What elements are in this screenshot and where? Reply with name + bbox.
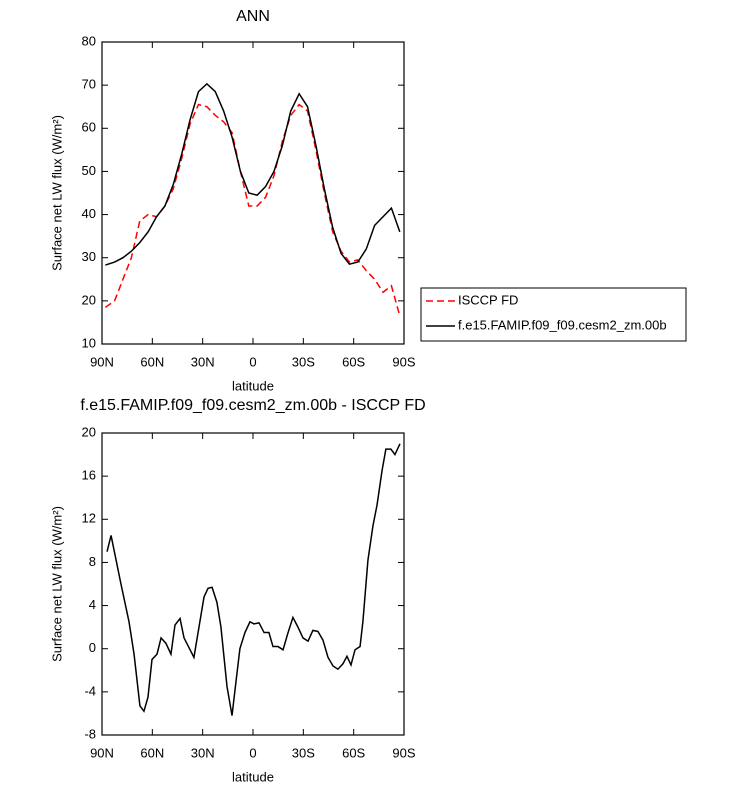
y-tick-label: 8 bbox=[89, 554, 96, 569]
y-tick-label: 40 bbox=[82, 206, 96, 221]
y-tick-label: 12 bbox=[82, 511, 96, 526]
y-tick-label: 20 bbox=[82, 292, 96, 307]
x-axis-label: latitude bbox=[232, 378, 274, 393]
x-tick-label: 90N bbox=[90, 745, 114, 760]
x-tick-label: 90S bbox=[392, 745, 415, 760]
y-tick-label: 0 bbox=[89, 640, 96, 655]
x-tick-label: 60N bbox=[140, 354, 164, 369]
plot-frame bbox=[101, 432, 405, 736]
y-tick-label: 16 bbox=[82, 468, 96, 483]
y-tick-label: 80 bbox=[82, 33, 96, 48]
x-tick-label: 60N bbox=[140, 745, 164, 760]
chart-title: ANN bbox=[236, 8, 270, 25]
plot-frame bbox=[101, 41, 405, 345]
y-tick-label: 60 bbox=[82, 120, 96, 135]
data-line bbox=[106, 443, 401, 716]
legend-label: ISCCP FD bbox=[458, 292, 518, 307]
y-tick-label: 4 bbox=[89, 597, 96, 612]
y-tick-label: 20 bbox=[82, 424, 96, 439]
x-tick-label: 90N bbox=[90, 354, 114, 369]
chart-title: f.e15.FAMIP.f09_f09.cesm2_zm.00b - ISCCP… bbox=[80, 397, 425, 414]
y-tick-label: -8 bbox=[84, 726, 96, 741]
legend-box bbox=[420, 287, 687, 342]
y-tick-label: 10 bbox=[82, 335, 96, 350]
y-tick-label: 50 bbox=[82, 163, 96, 178]
x-tick-label: 30N bbox=[191, 745, 215, 760]
legend-label: f.e15.FAMIP.f09_f09.cesm2_zm.00b bbox=[458, 317, 667, 332]
x-tick-label: 30S bbox=[292, 354, 315, 369]
x-tick-label: 0 bbox=[249, 745, 256, 760]
data-line bbox=[104, 103, 401, 317]
x-axis-label: latitude bbox=[232, 769, 274, 784]
y-axis-label: Surface net LW flux (W/m²) bbox=[49, 506, 64, 662]
x-tick-label: 60S bbox=[342, 354, 365, 369]
x-tick-label: 60S bbox=[342, 745, 365, 760]
y-tick-label: 30 bbox=[82, 249, 96, 264]
x-tick-label: 0 bbox=[249, 354, 256, 369]
data-line bbox=[105, 82, 401, 266]
y-axis-label: Surface net LW flux (W/m²) bbox=[49, 115, 64, 271]
x-tick-label: 30N bbox=[191, 354, 215, 369]
y-tick-label: -4 bbox=[84, 683, 96, 698]
x-tick-label: 30S bbox=[292, 745, 315, 760]
y-tick-label: 70 bbox=[82, 77, 96, 92]
x-tick-label: 90S bbox=[392, 354, 415, 369]
